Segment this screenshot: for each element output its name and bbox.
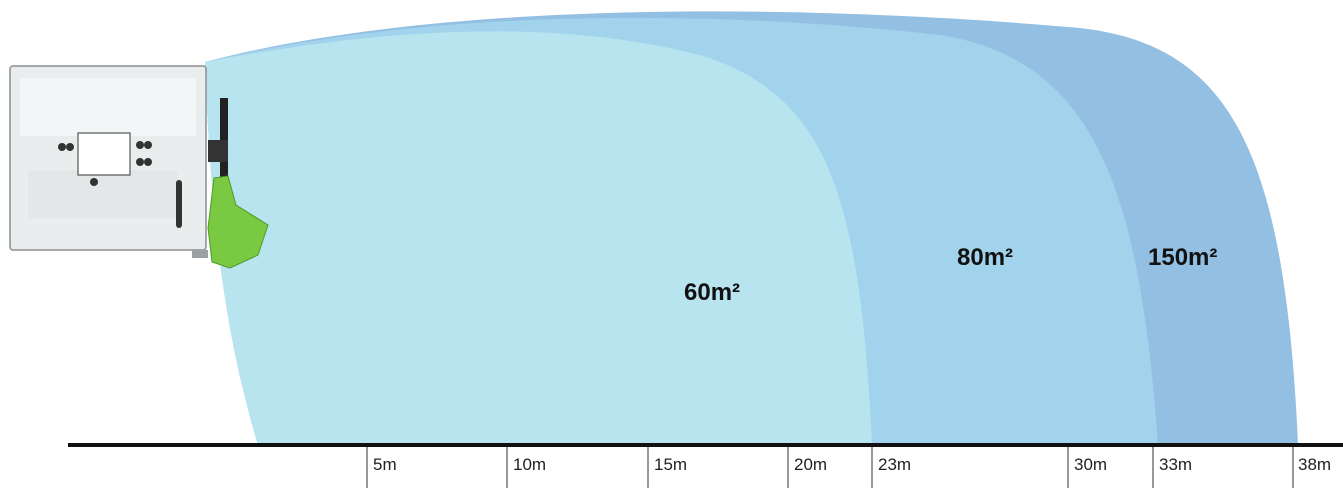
- housing-highlight: [20, 78, 196, 136]
- housing-foot: [192, 250, 208, 258]
- control-box: [77, 132, 131, 176]
- tick-10m: 10m: [506, 447, 546, 488]
- tick-label-15m: 15m: [654, 455, 687, 474]
- tick-23m: 23m: [871, 447, 911, 488]
- tick-label-5m: 5m: [373, 455, 397, 474]
- zone-60m2-coverage: [205, 31, 872, 445]
- tick-20m: 20m: [787, 447, 827, 488]
- zone-80m2-label: 80m²: [957, 244, 1013, 271]
- tick-38m: 38m: [1292, 447, 1331, 488]
- tick-label-23m: 23m: [878, 455, 911, 474]
- connector-left: [58, 143, 66, 151]
- tick-label-20m: 20m: [794, 455, 827, 474]
- fog-cannon-device: [9, 65, 269, 269]
- connector-right-2: [144, 141, 152, 149]
- tick-30m: 30m: [1067, 447, 1107, 488]
- connector-bottom: [90, 178, 98, 186]
- tick-label-33m: 33m: [1159, 455, 1192, 474]
- connector-right-4: [144, 158, 152, 166]
- tick-15m: 15m: [647, 447, 687, 488]
- tick-5m: 5m: [366, 447, 397, 488]
- mount-hinge: [208, 140, 228, 162]
- housing-shade: [28, 170, 178, 218]
- connector-left-2: [66, 143, 74, 151]
- connector-right-3: [136, 158, 144, 166]
- tick-label-10m: 10m: [513, 455, 546, 474]
- spray-nozzle: [207, 175, 269, 269]
- hose-fitting: [176, 180, 182, 228]
- tick-label-30m: 30m: [1074, 455, 1107, 474]
- tick-label-38m: 38m: [1298, 455, 1331, 474]
- zone-60m2-label: 60m²: [684, 279, 740, 306]
- tick-33m: 33m: [1152, 447, 1192, 488]
- zone-150m2-label: 150m²: [1148, 244, 1217, 271]
- connector-right: [136, 141, 144, 149]
